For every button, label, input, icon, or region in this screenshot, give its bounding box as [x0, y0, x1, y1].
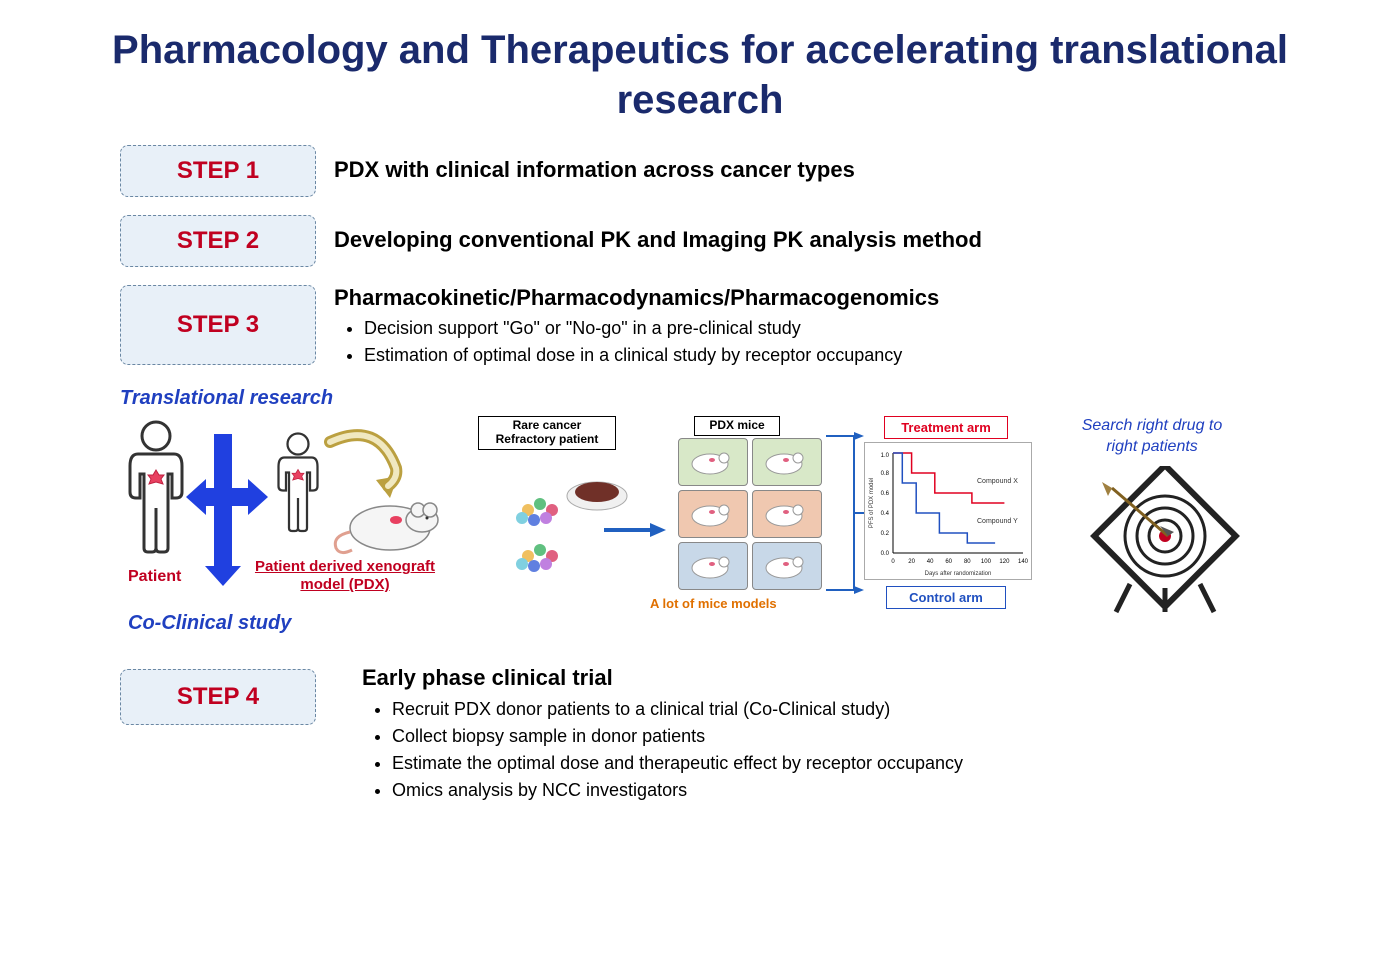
page-title: Pharmacology and Therapeutics for accele…	[0, 0, 1400, 145]
treatment-arm-box: Treatment arm	[884, 416, 1008, 439]
mouse-mini-icon	[682, 546, 744, 586]
rare-cancer-line-1: Rare cancer	[513, 418, 582, 432]
svg-text:0.4: 0.4	[881, 511, 890, 517]
right-drug-line-1: Search right drug to	[1082, 417, 1223, 434]
svg-text:0.8: 0.8	[881, 471, 890, 477]
svg-text:20: 20	[908, 559, 915, 565]
patient-figure-1	[116, 418, 196, 558]
step3-bullet: Estimation of optimal dose in a clinical…	[364, 342, 1290, 369]
step-desc-1: PDX with clinical information across can…	[334, 145, 1290, 183]
coclinical-label: Co-Clinical study	[128, 612, 291, 635]
mouse-mini-icon	[756, 546, 818, 586]
steps-container: STEP 1 PDX with clinical information acr…	[0, 145, 1400, 369]
svg-text:0: 0	[891, 559, 895, 565]
pdx-mice-box: PDX mice	[694, 416, 780, 436]
step4-bullet: Estimate the optimal dose and therapeuti…	[392, 750, 1290, 777]
mouse-mini-icon	[756, 494, 818, 534]
mouse-mini-icon	[682, 442, 744, 482]
step4-bullet: Omics analysis by NCC investigators	[392, 777, 1290, 804]
step4-bullet: Recruit PDX donor patients to a clinical…	[392, 696, 1290, 723]
pdx-caption-line-2: model (PDX)	[300, 576, 389, 593]
svg-text:40: 40	[927, 559, 934, 565]
step3-bullets: Decision support "Go" or "No-go" in a pr…	[364, 315, 1290, 369]
svg-text:Days after randomization: Days after randomization	[925, 571, 992, 577]
pdx-caption: Patient derived xenograft model (PDX)	[240, 558, 450, 594]
step-desc-2: Developing conventional PK and Imaging P…	[334, 215, 1290, 253]
step-box-1: STEP 1	[120, 145, 316, 197]
mouse-mini-icon	[682, 494, 744, 534]
rare-cancer-line-2: Refractory patient	[496, 432, 599, 446]
mice-models-label: A lot of mice models	[650, 596, 777, 611]
step-row-2: STEP 2 Developing conventional PK and Im…	[120, 215, 1290, 267]
mouse-icon	[330, 488, 450, 558]
svg-text:60: 60	[945, 559, 952, 565]
svg-text:100: 100	[981, 559, 992, 565]
step-desc-3: Pharmacokinetic/Pharmacodynamics/Pharmac…	[334, 285, 1290, 369]
svg-text:0.0: 0.0	[881, 551, 890, 557]
step-label-3: STEP 3	[177, 311, 259, 339]
step3-bullet: Decision support "Go" or "No-go" in a pr…	[364, 315, 1290, 342]
svg-text:80: 80	[964, 559, 971, 565]
svg-text:120: 120	[999, 559, 1010, 565]
target-icon	[1090, 466, 1240, 616]
pdx-caption-line-1: Patient derived xenograft	[255, 558, 435, 575]
svg-text:PFS of PDX model: PFS of PDX model	[869, 478, 875, 528]
step-label-2: STEP 2	[177, 227, 259, 255]
survival-chart-svg: 0.0 0.2 0.4 0.6 0.8 1.0 0 20 40 60 80 10…	[865, 443, 1033, 581]
tumor-dish-icon	[562, 466, 632, 516]
control-arm-box: Control arm	[886, 586, 1006, 609]
step4-bullet: Collect biopsy sample in donor patients	[392, 723, 1290, 750]
step3-heading: Pharmacokinetic/Pharmacodynamics/Pharmac…	[334, 285, 1290, 311]
step-box-3: STEP 3	[120, 285, 316, 365]
svg-text:1.0: 1.0	[881, 453, 890, 459]
svg-text:0.6: 0.6	[881, 491, 890, 497]
survival-chart: 0.0 0.2 0.4 0.6 0.8 1.0 0 20 40 60 80 10…	[864, 442, 1032, 580]
svg-text:140: 140	[1018, 559, 1029, 565]
step-row-3: STEP 3 Pharmacokinetic/Pharmacodynamics/…	[120, 285, 1290, 369]
svg-text:Compound X: Compound X	[977, 478, 1018, 485]
step-row-1: STEP 1 PDX with clinical information acr…	[120, 145, 1290, 197]
diagram-zone: Patient Patient derived xenograft model …	[0, 410, 1400, 665]
right-drug-label: Search right drug to right patients	[1052, 416, 1252, 458]
right-drug-line-2: right patients	[1106, 438, 1198, 455]
translational-label: Translational research	[120, 387, 1400, 410]
step-label-4: STEP 4	[177, 683, 259, 711]
svg-text:Compound Y: Compound Y	[977, 518, 1018, 525]
step4-bullets: Recruit PDX donor patients to a clinical…	[392, 696, 1290, 804]
step-desc-4: Early phase clinical trial Recruit PDX d…	[362, 665, 1290, 803]
patient-caption: Patient	[128, 568, 181, 586]
step4-container: STEP 4 Early phase clinical trial Recrui…	[0, 665, 1400, 803]
arrow-vertical	[214, 434, 232, 568]
arrow-to-mice	[600, 520, 670, 540]
step-label-1: STEP 1	[177, 157, 259, 185]
tissue-cluster-icon	[498, 526, 598, 596]
mouse-mini-icon	[756, 442, 818, 482]
svg-text:0.2: 0.2	[881, 531, 890, 537]
step-box-2: STEP 2	[120, 215, 316, 267]
step-box-4: STEP 4	[120, 669, 316, 725]
rare-cancer-box: Rare cancer Refractory patient	[478, 416, 616, 450]
step4-heading: Early phase clinical trial	[362, 665, 1290, 691]
